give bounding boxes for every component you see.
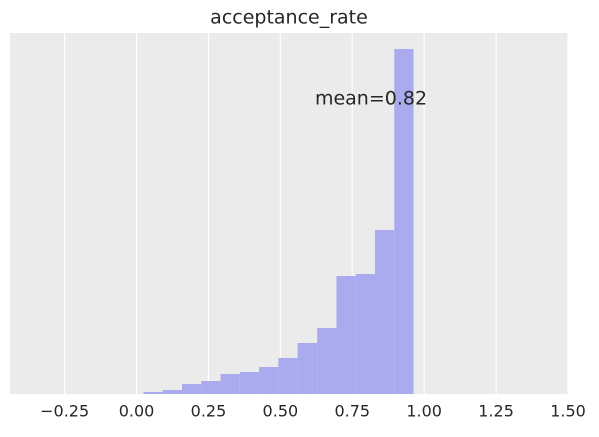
bar — [201, 381, 221, 394]
x-tick-label: 0.25 — [191, 402, 227, 421]
bar — [394, 49, 414, 394]
x-tick-label: −0.25 — [40, 402, 89, 421]
bar — [375, 230, 395, 394]
bar — [317, 328, 337, 394]
x-tick-label: 0.50 — [263, 402, 299, 421]
bar — [143, 392, 163, 394]
x-tick-label: 0.75 — [334, 402, 370, 421]
plot-area — [10, 33, 568, 394]
x-tick-label: 0.00 — [119, 402, 155, 421]
bar — [297, 343, 318, 394]
x-tick-label: 1.25 — [478, 402, 514, 421]
bar — [182, 384, 202, 394]
bar — [278, 358, 298, 394]
annotation: mean=0.82 — [315, 88, 427, 110]
bar — [162, 390, 183, 394]
x-tick-label: 1.00 — [406, 402, 442, 421]
bar — [259, 367, 279, 394]
bar — [355, 274, 376, 394]
x-tick-label: 1.50 — [550, 402, 586, 421]
bar — [239, 372, 260, 394]
chart-title: acceptance_rate — [210, 7, 368, 29]
bar — [336, 276, 356, 394]
bar — [220, 374, 240, 394]
